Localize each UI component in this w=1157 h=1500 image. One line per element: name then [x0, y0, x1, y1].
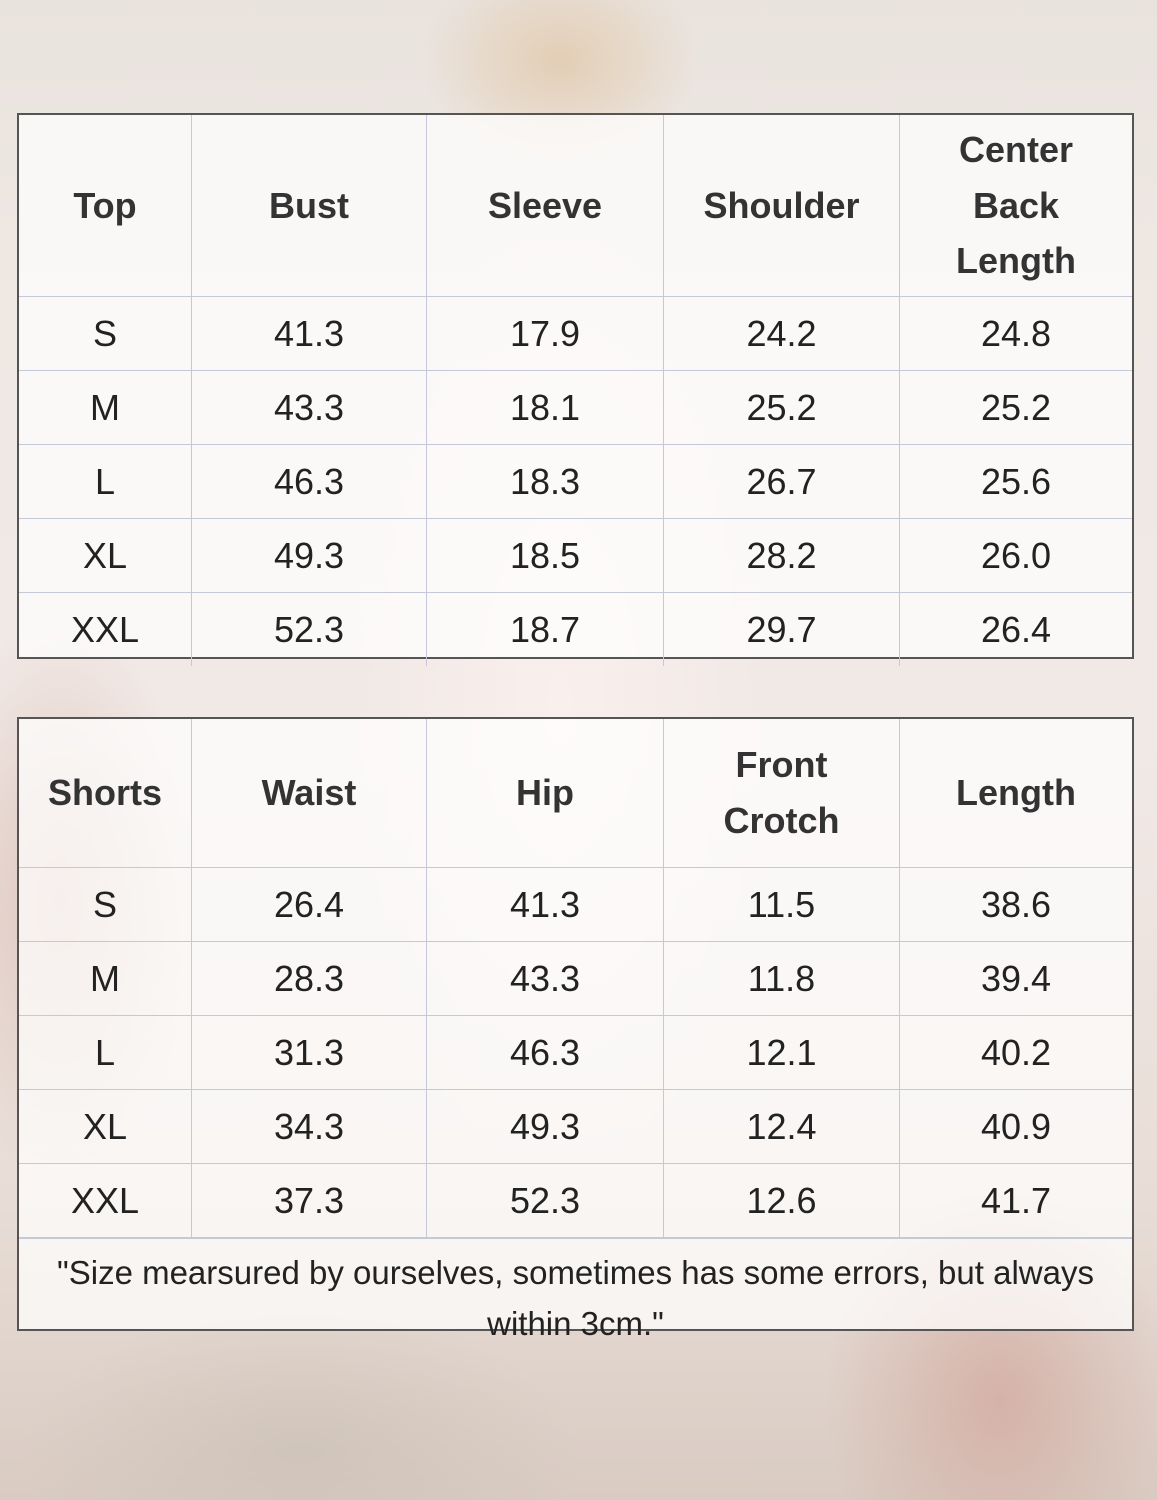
measurement-cell: 24.2 [664, 297, 900, 370]
column-header: Shorts [19, 719, 192, 867]
measurement-cell: 46.3 [192, 445, 427, 518]
table-row: L 31.3 46.3 12.1 40.2 [19, 1016, 1132, 1090]
measurement-cell: 46.3 [427, 1016, 664, 1089]
measurement-cell: 24.8 [980, 312, 1052, 354]
table-row: XL 49.3 18.5 28.2 26.0 [19, 519, 1132, 593]
column-header: Bust [192, 115, 427, 296]
measurement-cell: 18.7 [427, 593, 664, 666]
measurement-cell: 18.5 [427, 519, 664, 592]
measurement-cell: 43.3 [192, 371, 427, 444]
top-size-table: Top Bust Sleeve Shoulder Center Back Length S… [17, 113, 1134, 666]
size-label: M [19, 371, 192, 444]
measurement-cell: 43.3 [427, 942, 664, 1015]
size-label: S [19, 297, 192, 370]
size-label: XL [19, 1090, 192, 1163]
measurement-cell: 12.6 [664, 1164, 900, 1237]
table-row: M 28.3 43.3 11.8 39.4 [19, 942, 1132, 1016]
measurement-cell: 40.9 [980, 1105, 1052, 1147]
measurement-cell: 12.1 [664, 1016, 900, 1089]
measurement-cell: 25.2 [980, 386, 1052, 428]
size-label: M [19, 942, 192, 1015]
size-label: S [19, 868, 192, 941]
column-header: Waist [192, 719, 427, 867]
column-header: Top [19, 115, 192, 296]
measurement-cell: 18.1 [427, 371, 664, 444]
column-header: Center Back Length [956, 128, 1076, 282]
measurement-cell: 29.7 [664, 593, 900, 666]
measurement-cell: 49.3 [427, 1090, 664, 1163]
measurement-cell: 49.3 [192, 519, 427, 592]
header-row: Top Bust Sleeve Shoulder Center Back Length [19, 115, 1132, 297]
measurement-cell: 25.2 [664, 371, 900, 444]
column-header: Shoulder [664, 115, 900, 296]
measurement-cell: 12.4 [664, 1090, 900, 1163]
measurement-cell: 18.3 [427, 445, 664, 518]
size-label: XL [19, 519, 192, 592]
measurement-cell: 37.3 [192, 1164, 427, 1237]
measurement-cell: 11.8 [664, 942, 900, 1015]
measurement-cell: 52.3 [427, 1164, 664, 1237]
measurement-cell: 31.3 [192, 1016, 427, 1089]
measurement-cell: 41.3 [427, 868, 664, 941]
column-header: Sleeve [427, 115, 664, 296]
measurement-cell: 11.5 [664, 868, 900, 941]
table-row: XXL 52.3 18.7 29.7 26.4 [19, 593, 1132, 666]
measurement-cell: 25.6 [980, 460, 1052, 502]
table-row: XXL 37.3 52.3 12.6 41.7 [19, 1164, 1132, 1238]
measurement-cell: 26.7 [664, 445, 900, 518]
measurement-cell: 41.7 [980, 1179, 1052, 1221]
measurement-cell: 26.4 [192, 868, 427, 941]
size-label: L [19, 445, 192, 518]
table-row: L 46.3 18.3 26.7 25.6 [19, 445, 1132, 519]
measurement-cell: 52.3 [192, 593, 427, 666]
measurement-cell: 41.3 [192, 297, 427, 370]
measurement-cell: 38.6 [980, 883, 1052, 925]
measurement-note: "Size mearsured by ourselves, sometimes … [19, 1238, 1132, 1349]
measurement-cell: 40.2 [980, 1031, 1052, 1073]
column-header: Hip [427, 719, 664, 867]
measurement-cell: 17.9 [427, 297, 664, 370]
size-label: L [19, 1016, 192, 1089]
header-row: Shorts Waist Hip Front Crotch Length [19, 719, 1132, 868]
size-label: XXL [19, 593, 192, 666]
measurement-cell: 28.2 [664, 519, 900, 592]
table-row: XL 34.3 49.3 12.4 40.9 [19, 1090, 1132, 1164]
table-row: S 41.3 17.9 24.2 24.8 [19, 297, 1132, 371]
column-header: Length [956, 772, 1076, 814]
column-header: Front Crotch [664, 719, 900, 867]
size-label: XXL [19, 1164, 192, 1237]
measurement-cell: 28.3 [192, 942, 427, 1015]
measurement-cell: 39.4 [980, 957, 1052, 999]
table-row: M 43.3 18.1 25.2 25.2 [19, 371, 1132, 445]
shorts-size-table: Shorts Waist Hip Front Crotch Length S 26.4 41.… [17, 717, 1134, 1342]
table-row: S 26.4 41.3 11.5 38.6 [19, 868, 1132, 942]
measurement-cell: 34.3 [192, 1090, 427, 1163]
measurement-cell: 26.0 [980, 534, 1052, 576]
measurement-cell: 26.4 [980, 608, 1052, 650]
